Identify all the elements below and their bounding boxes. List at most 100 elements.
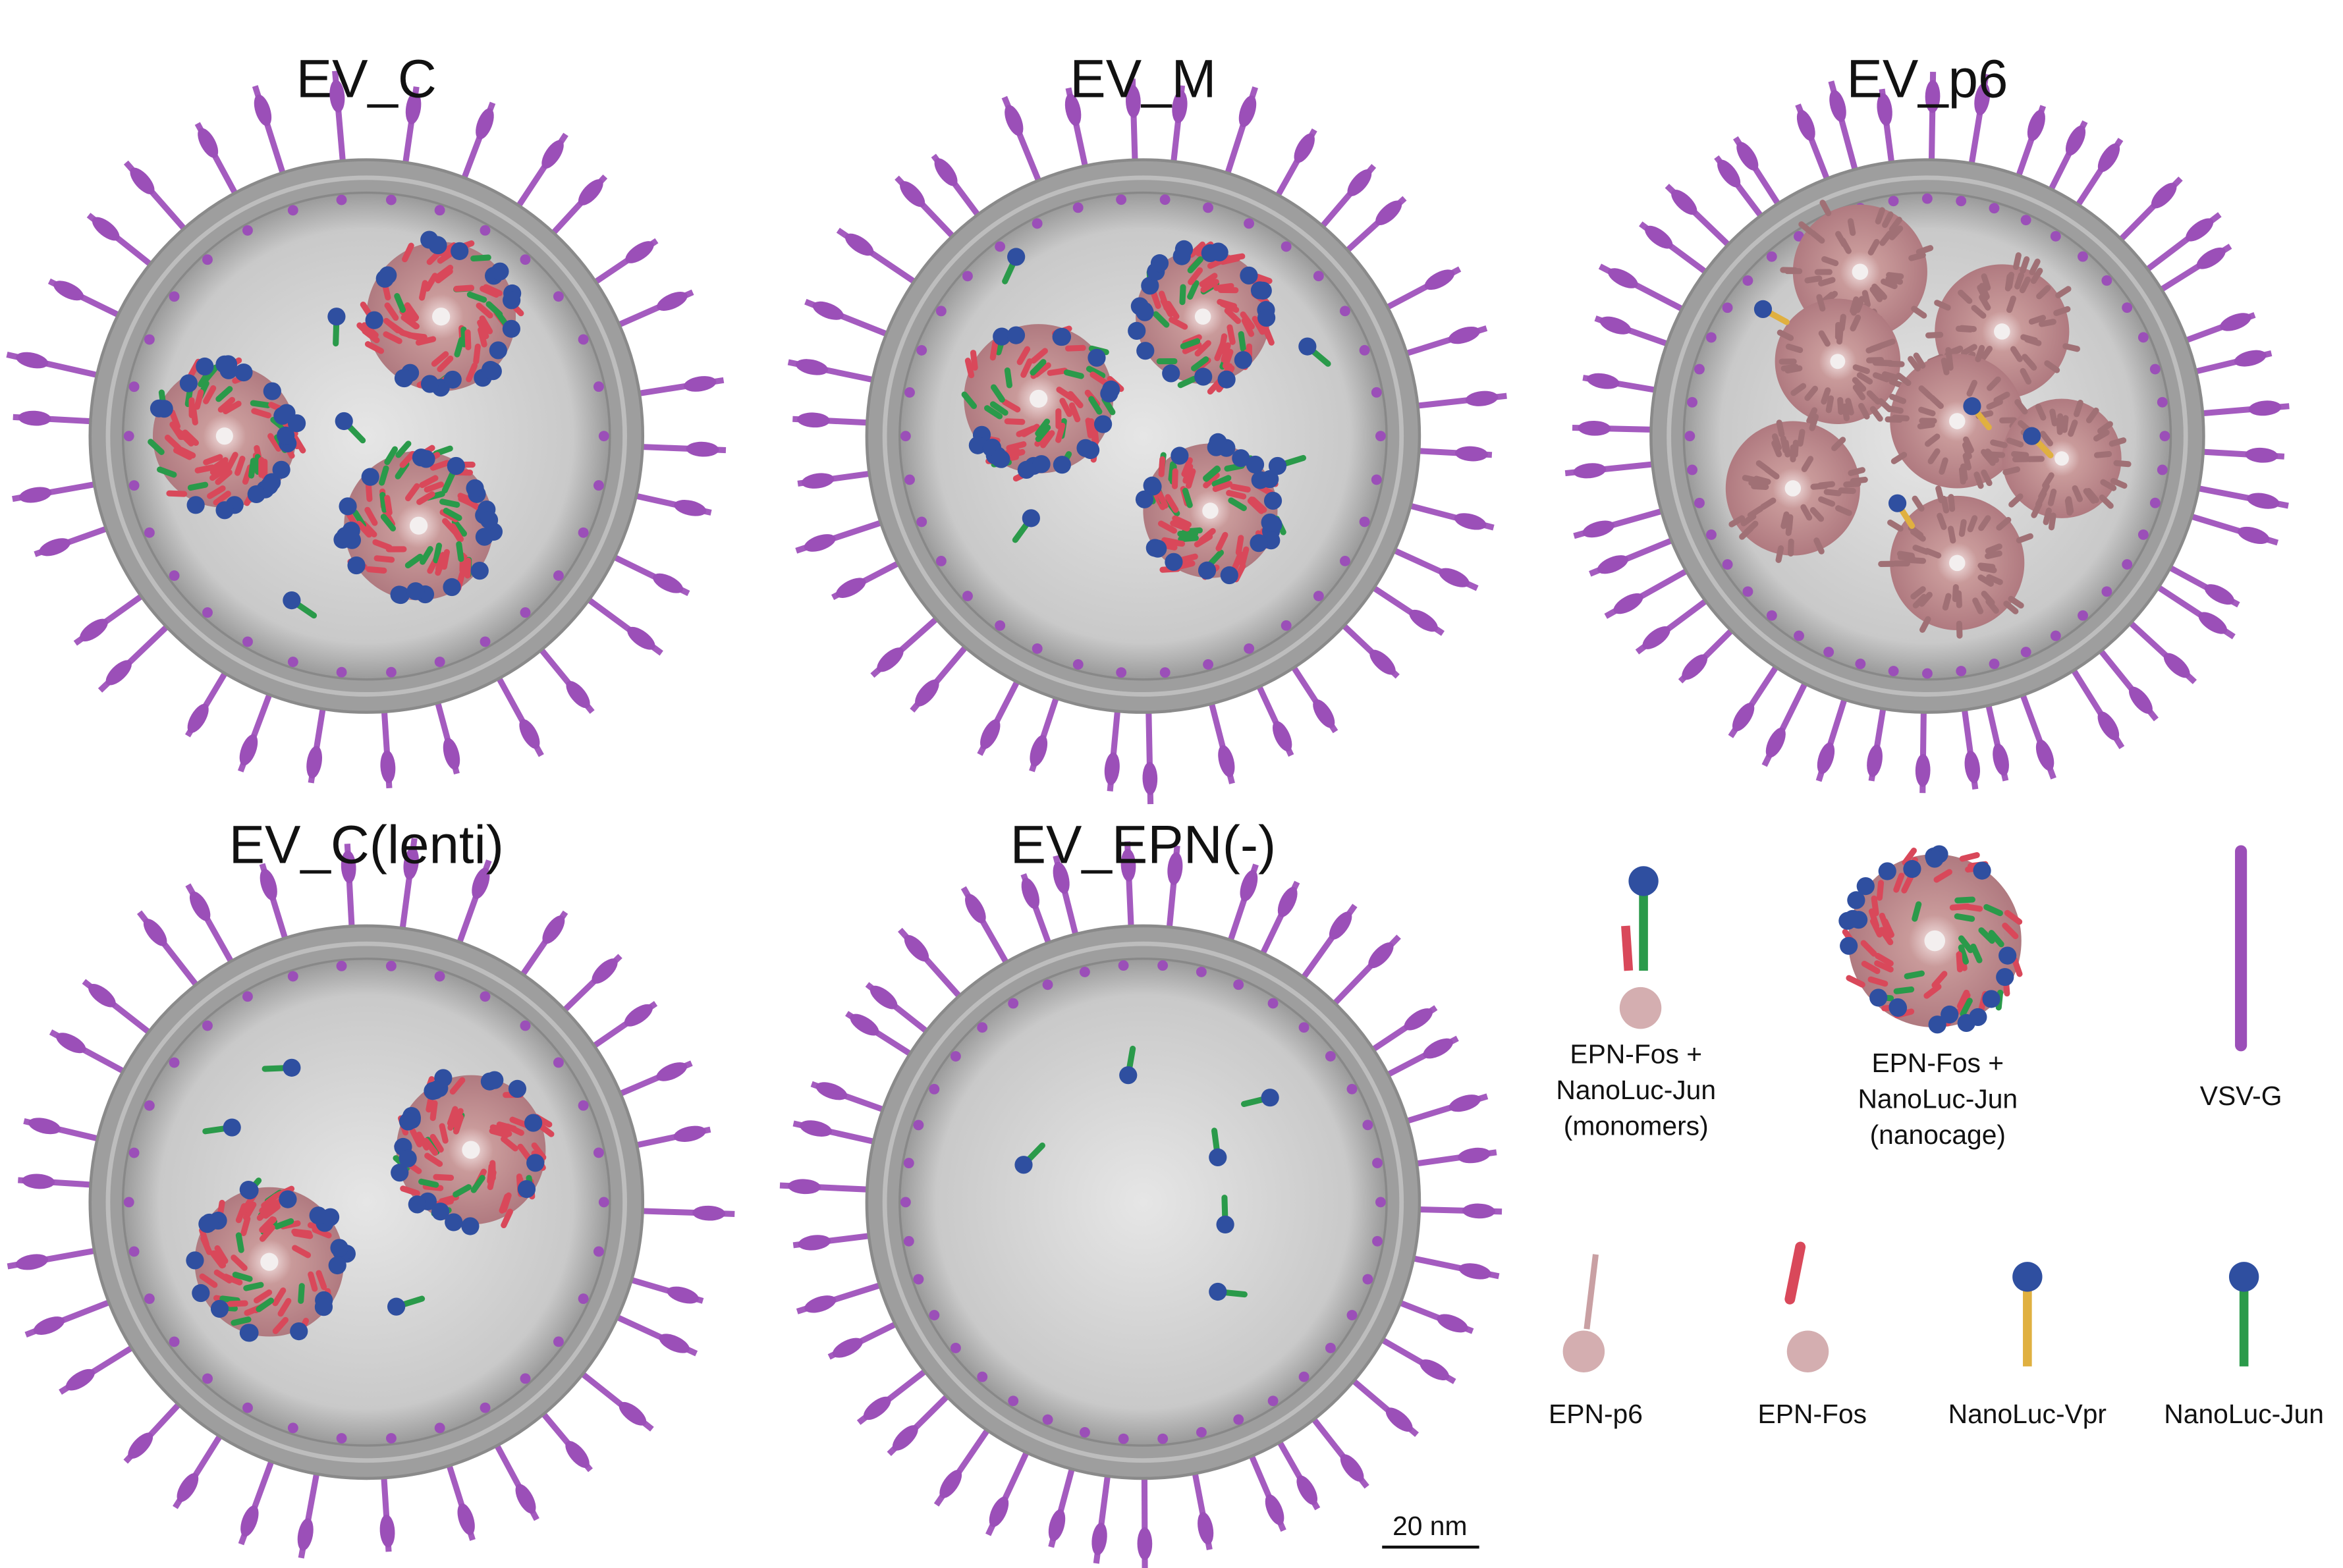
cage-subunit — [1823, 489, 1842, 497]
vsv-g-head — [980, 719, 1001, 749]
cage-subunit — [416, 1131, 430, 1151]
cage-subunit — [473, 343, 481, 365]
vsv-g-head — [692, 1205, 726, 1221]
vsv-g-head — [2035, 739, 2054, 771]
nanoluc — [475, 527, 494, 546]
anchor — [1346, 1083, 1358, 1095]
cage-subunit — [1966, 379, 1977, 397]
vsv-g-head — [341, 850, 356, 884]
nanoluc — [215, 355, 234, 373]
nanoluc — [1088, 348, 1106, 367]
cage-subunit — [2012, 252, 2022, 270]
nanoluc — [387, 1297, 406, 1316]
epn — [1786, 1330, 1829, 1372]
nanoluc — [379, 266, 397, 284]
nanoluc — [1263, 491, 1282, 510]
vsv-g-head — [2198, 612, 2228, 634]
nanoluc — [1209, 1148, 1227, 1167]
cage-subunit — [1934, 300, 1951, 311]
anchor — [1888, 196, 1899, 207]
cage-core — [462, 1141, 480, 1159]
nanoluc — [1017, 460, 1035, 479]
cage-subunit — [1177, 553, 1198, 564]
anchor — [128, 1246, 140, 1257]
vsv-g-head — [2247, 493, 2280, 509]
cage-subunit — [1059, 398, 1072, 418]
anchor — [553, 291, 564, 302]
vsv-g-head — [2238, 526, 2270, 544]
vsv-g-head — [28, 1118, 61, 1135]
nanoluc — [330, 1239, 348, 1257]
anchor — [1196, 1427, 1207, 1438]
cage-subunit — [2043, 507, 2052, 526]
cage-subunit — [1990, 439, 2008, 448]
nanoluc — [1261, 1089, 1279, 1107]
nanoluc — [1941, 1005, 1959, 1024]
anchor — [1371, 474, 1382, 485]
cage-subunit — [1963, 436, 1974, 454]
cage-subunit — [1983, 904, 2003, 917]
cage-subunit — [505, 1123, 524, 1136]
cage-subunit — [272, 1316, 289, 1334]
nanoluc — [503, 291, 521, 310]
cage-subunit — [439, 1194, 459, 1204]
scale-bar-label: 20 nm — [1392, 1511, 1467, 1541]
cage-subunit — [194, 464, 215, 473]
cage-subunit — [1958, 289, 1973, 304]
nanoluc — [1209, 433, 1227, 451]
vsv-g-head — [800, 1120, 833, 1137]
membrane-inner — [882, 175, 1404, 697]
cage-subunit — [1221, 342, 1231, 363]
cage-subunit — [1973, 472, 1984, 489]
anchor — [144, 334, 155, 345]
nanoluc — [1957, 1014, 1975, 1032]
anchor — [593, 381, 604, 392]
cage-subunit — [1047, 367, 1068, 376]
membrane-inner — [1667, 175, 2188, 697]
nanoluc — [272, 460, 290, 479]
cage-subunit — [1985, 598, 1999, 614]
cage-subunit — [1809, 230, 1825, 244]
nanoluc — [1135, 302, 1153, 320]
cage-subunit — [1030, 348, 1048, 364]
anchor — [2159, 431, 2170, 442]
anchor — [913, 1120, 924, 1131]
cage-subunit — [2020, 256, 2030, 274]
cage-subunit — [1055, 422, 1066, 443]
lumen — [898, 958, 1388, 1447]
cage-subunit — [1986, 398, 2003, 410]
cage-subunit — [1856, 372, 1873, 385]
cage-subunit — [1188, 241, 1206, 258]
cage-subunit — [372, 539, 393, 551]
vsv-g-head — [1424, 269, 1455, 290]
cage-subunit — [1004, 418, 1026, 425]
cage-subunit — [1942, 593, 1952, 611]
nanoluc — [335, 412, 353, 431]
anchor — [2101, 275, 2112, 286]
anchor — [903, 1158, 914, 1169]
cage-subunit — [222, 400, 242, 414]
cage-subunit — [1016, 346, 1031, 365]
cage-subunit — [1821, 387, 1831, 405]
vsv-g-head — [900, 180, 925, 207]
vsv-g-head — [836, 578, 866, 598]
cage-subunit — [418, 1178, 439, 1188]
cage-subunit — [1728, 515, 1746, 527]
nanoluc — [399, 1112, 418, 1131]
cage-core — [1994, 323, 2010, 340]
cage-subunit — [379, 465, 389, 486]
anchor — [1989, 659, 2000, 670]
vsv-g-head — [1404, 1008, 1433, 1031]
anchor — [2078, 251, 2088, 262]
anchor — [1116, 667, 1127, 678]
anchor — [593, 1246, 604, 1257]
cage-subunit — [419, 546, 433, 565]
cage-subunit — [1923, 983, 1942, 999]
cage-subunit — [148, 439, 165, 455]
cage-subunit — [2044, 360, 2060, 373]
vsv-g-head — [1642, 626, 1670, 649]
cage-subunit — [1910, 586, 1926, 600]
cage-subunit — [1194, 533, 1213, 548]
vsv-g-head — [1448, 326, 1480, 344]
cage-subunit — [383, 331, 402, 344]
